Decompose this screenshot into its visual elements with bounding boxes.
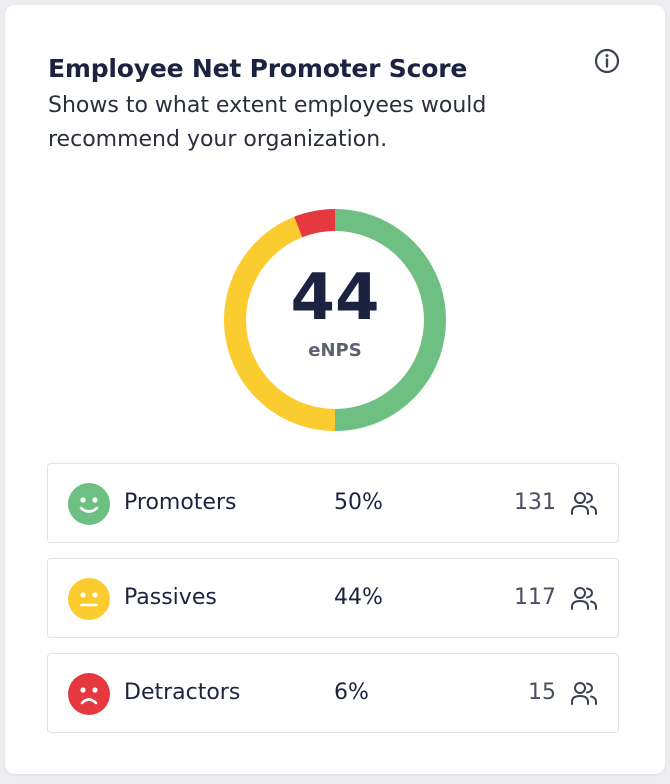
- people-icon: [571, 587, 597, 610]
- sad-face-icon: [68, 673, 110, 715]
- promoters-row: Promoters 50% 131: [47, 463, 619, 543]
- passives-row: Passives 44% 117: [47, 558, 619, 638]
- enps-score: 44: [290, 261, 380, 335]
- info-icon[interactable]: [593, 47, 621, 75]
- passives-label: Passives: [124, 585, 217, 610]
- passives-percent: 44%: [334, 585, 383, 610]
- detractors-row: Detractors 6% 15: [47, 653, 619, 733]
- enps-score-label: eNPS: [308, 340, 362, 361]
- enps-card: Employee Net Promoter Score Shows to wha…: [5, 5, 665, 774]
- detractors-percent: 6%: [334, 680, 369, 705]
- promoters-percent: 50%: [334, 490, 383, 515]
- donut-segment-passives: [224, 216, 336, 431]
- promoters-label: Promoters: [124, 490, 237, 515]
- card-subtitle: Shows to what extent employees would rec…: [48, 93, 487, 152]
- passives-count: 117: [514, 585, 556, 610]
- detractors-label: Detractors: [124, 680, 241, 705]
- card-title: Employee Net Promoter Score: [48, 54, 468, 83]
- enps-donut-chart: [224, 209, 446, 431]
- people-icon: [571, 492, 597, 515]
- people-icon: [571, 682, 597, 705]
- promoters-count: 131: [514, 490, 556, 515]
- detractors-count: 15: [528, 680, 556, 705]
- happy-face-icon: [68, 483, 110, 525]
- donut-segment-detractors: [294, 209, 336, 238]
- neutral-face-icon: [68, 578, 110, 620]
- donut-segment-promoters: [334, 209, 446, 431]
